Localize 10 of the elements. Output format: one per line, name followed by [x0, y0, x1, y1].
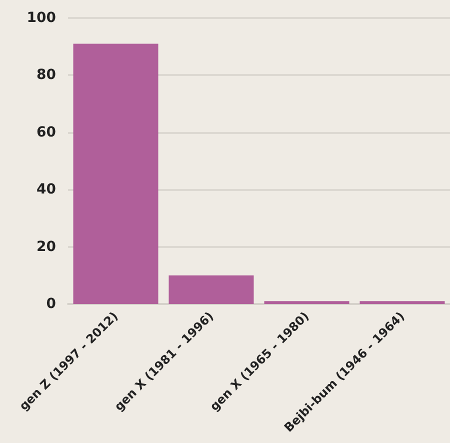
y-tick-label: 0 [46, 296, 56, 312]
bar [264, 301, 350, 304]
bar [73, 44, 158, 304]
bar [168, 275, 254, 304]
y-tick-label: 60 [36, 124, 56, 140]
bar [360, 301, 445, 304]
y-tick-label: 40 [36, 182, 56, 198]
y-tick-label: 20 [36, 238, 56, 255]
y-tick-label: 100 [26, 10, 56, 26]
y-tick-label: 80 [36, 67, 56, 84]
